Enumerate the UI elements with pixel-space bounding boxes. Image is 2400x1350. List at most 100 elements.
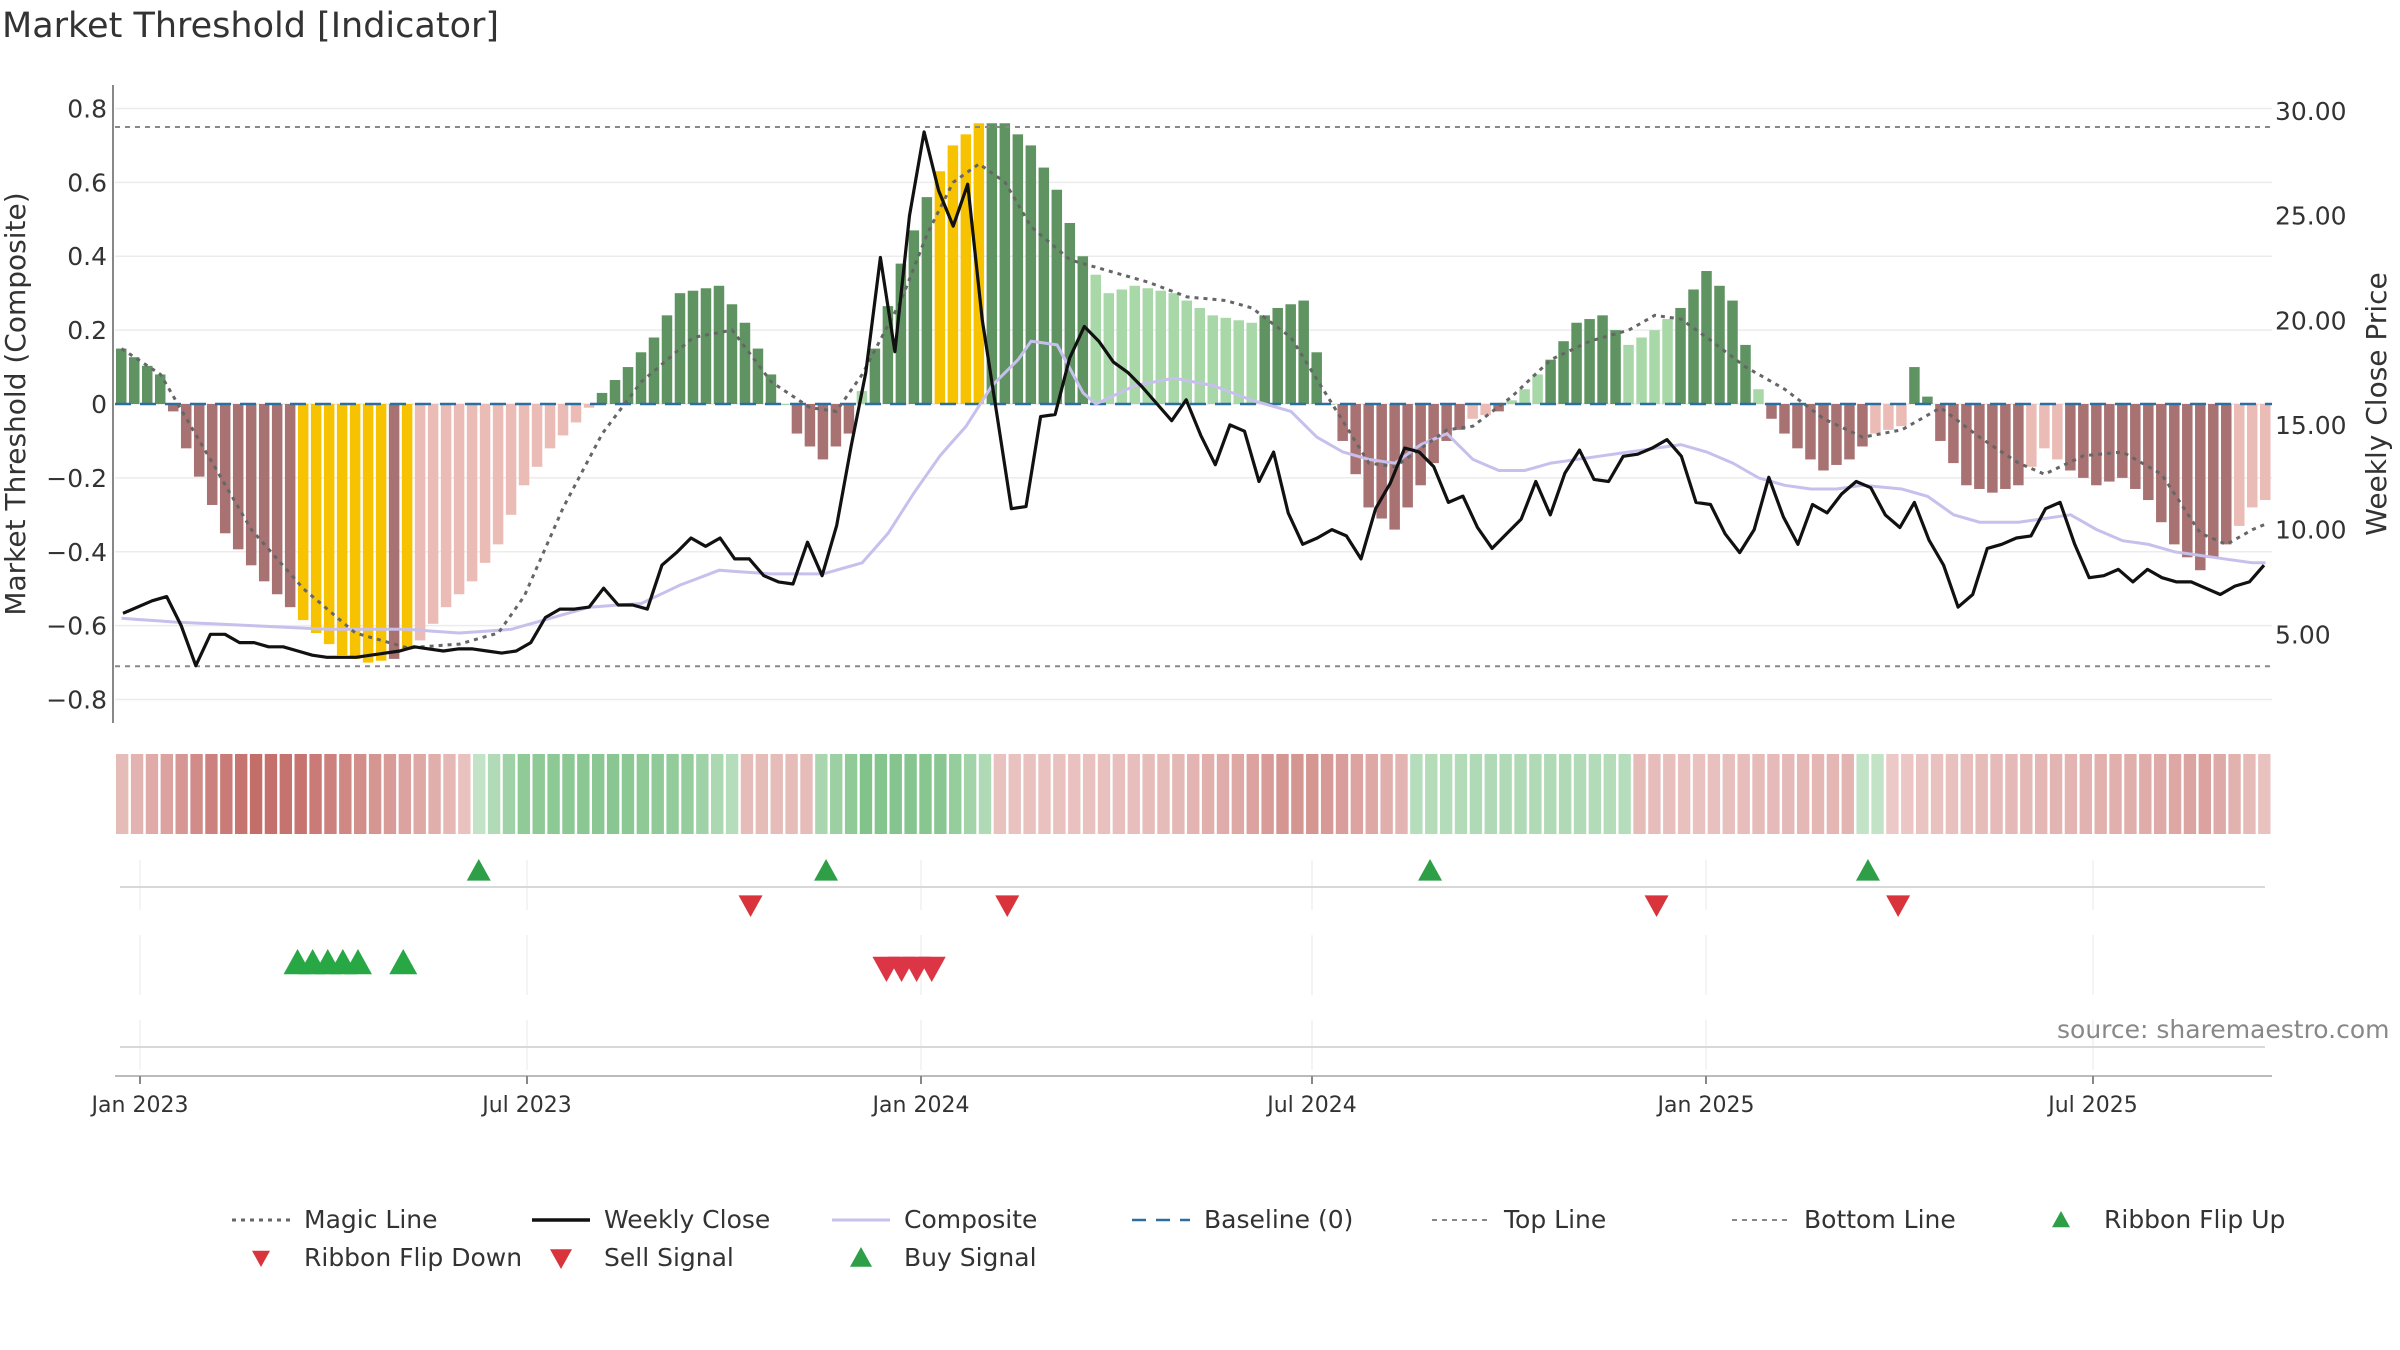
composite-bar	[388, 404, 400, 659]
composite-bar	[1922, 396, 1933, 404]
legend-marker	[2052, 1210, 2070, 1227]
composite-bar	[661, 315, 673, 404]
composite-bar	[2195, 404, 2206, 571]
composite-line	[121, 339, 2266, 635]
ribbon-cell	[1767, 754, 1780, 834]
ribbon-cell	[1796, 754, 1810, 834]
composite-bar	[310, 404, 322, 634]
ribbon-cell	[904, 754, 917, 834]
composite-bar	[1519, 389, 1530, 404]
composite-bar	[1831, 404, 1842, 465]
indicator-lines	[115, 125, 2272, 668]
ribbon-cell	[413, 754, 426, 834]
signal-panels	[120, 859, 2265, 1070]
legend-swatch	[532, 1217, 590, 1222]
chart-title: Market Threshold [Indicator]	[2, 6, 500, 46]
ribbon-cell	[1112, 754, 1126, 834]
ribbon-cell	[1187, 754, 1200, 834]
legend-item: Bottom Line	[1730, 1205, 1956, 1234]
ribbon-cell	[354, 754, 367, 834]
ribbon-cell	[577, 754, 590, 834]
ribbon-cell	[502, 754, 516, 834]
ribbon-cell	[1633, 754, 1646, 834]
composite-bar	[531, 404, 543, 467]
ribbon-cell	[1692, 754, 1706, 834]
composite-bar	[544, 404, 556, 449]
ribbon-cell	[666, 754, 679, 834]
composite-bar	[635, 352, 647, 404]
legend-swatch	[550, 1248, 572, 1269]
ribbon-cell	[1499, 754, 1512, 834]
ribbon-cell	[2183, 754, 2197, 834]
composite-bar	[427, 404, 439, 624]
ribbon-cell	[190, 754, 203, 834]
legend-item: Weekly Close	[530, 1205, 770, 1234]
composite-bar	[674, 293, 686, 404]
composite-bar	[1012, 134, 1024, 404]
ribbon-cell	[1856, 754, 1869, 834]
composite-bar	[791, 404, 803, 434]
ribbon-cell	[1231, 754, 1245, 834]
ribbon-cell	[1544, 754, 1557, 834]
composite-bar	[232, 404, 244, 550]
ribbon-cell	[1558, 754, 1572, 834]
ribbon-cell	[785, 754, 798, 834]
composite-bar	[934, 171, 946, 404]
composite-bar	[1701, 271, 1712, 404]
composite-bar	[2156, 404, 2167, 523]
legend-item: Sell Signal	[530, 1243, 734, 1272]
ribbon-cell	[1782, 754, 1795, 834]
composite-bar	[466, 404, 478, 582]
ribbon-cell	[755, 754, 769, 834]
right-tick-label: 5.00	[2275, 620, 2331, 649]
ribbon-cell	[1514, 754, 1527, 834]
ribbon-cell	[2168, 754, 2182, 834]
composite-bar	[1727, 300, 1738, 404]
composite-bar	[908, 230, 920, 404]
ribbon-cell	[1930, 754, 1944, 834]
composite-bar	[1935, 404, 1946, 441]
ribbon-cell	[1380, 754, 1393, 834]
composite-bar	[2013, 404, 2024, 486]
left-tick-label: 0.4	[67, 242, 107, 271]
legend-swatch	[1132, 1218, 1190, 1221]
ribbon-cell	[1127, 754, 1140, 834]
legend-item: Ribbon Flip Up	[2030, 1205, 2285, 1234]
composite-bar	[947, 145, 959, 405]
composite-bar	[1909, 367, 1920, 404]
legend-label: Buy Signal	[904, 1243, 1037, 1272]
composite-bar	[1480, 404, 1491, 416]
left-tick-label: 0.6	[67, 168, 107, 197]
legend-item: Magic Line	[230, 1205, 438, 1234]
composite-bar	[1948, 404, 1959, 464]
composite-bar	[999, 123, 1011, 404]
weekly-close-line	[122, 130, 2266, 668]
composite-bar	[219, 404, 231, 534]
legend-label: Weekly Close	[604, 1205, 771, 1234]
source-credit: source: sharemaestro.com	[2057, 1015, 2390, 1044]
ribbon-cell	[339, 754, 352, 834]
ribbon-cell	[562, 754, 575, 834]
ribbon-cell	[740, 754, 754, 834]
ribbon-cell	[2109, 754, 2122, 834]
axes: 0.8 0.6 0.4 0.2 0 −0.2 −0.4 −0.6 −0.8 30.00 25.00 2…	[0, 85, 2393, 723]
ribbon-cell	[1603, 754, 1616, 834]
composite-bar	[752, 348, 764, 404]
composite-bar	[2091, 404, 2102, 486]
composite-bar	[1636, 337, 1647, 404]
ribbon-cell	[2020, 754, 2033, 834]
composite-bar	[1493, 404, 1504, 412]
legend-item: Top Line	[1430, 1205, 1606, 1234]
ribbon-flip-up-marker	[466, 859, 491, 881]
composite-bar	[1246, 322, 1257, 404]
buy-signal-marker	[389, 949, 418, 975]
ribbon-cell	[696, 754, 709, 834]
composite-bar	[1428, 404, 1439, 464]
composite-bar	[1662, 319, 1673, 404]
legend-swatch	[850, 1246, 872, 1267]
composite-bar	[1597, 315, 1608, 404]
ribbon-cell	[2034, 754, 2048, 834]
composite-bar	[817, 404, 829, 460]
composite-bar	[362, 404, 374, 663]
